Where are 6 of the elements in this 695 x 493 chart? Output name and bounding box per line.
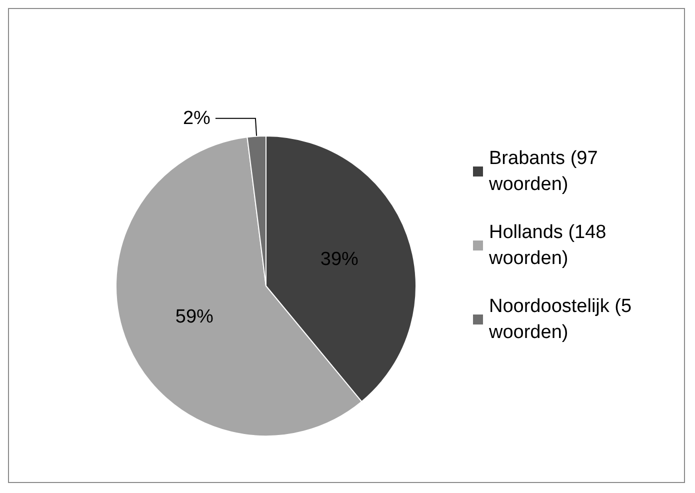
legend-label: Hollands (148 woorden)	[488, 222, 612, 269]
data-label: 39%	[320, 249, 359, 270]
data-label: 59%	[175, 306, 214, 328]
data-label: 2%	[182, 108, 211, 129]
legend-label: Noordoostelijk (5 woorden)	[488, 296, 637, 343]
legend-label: Brabants (97 woorden)	[488, 148, 604, 195]
